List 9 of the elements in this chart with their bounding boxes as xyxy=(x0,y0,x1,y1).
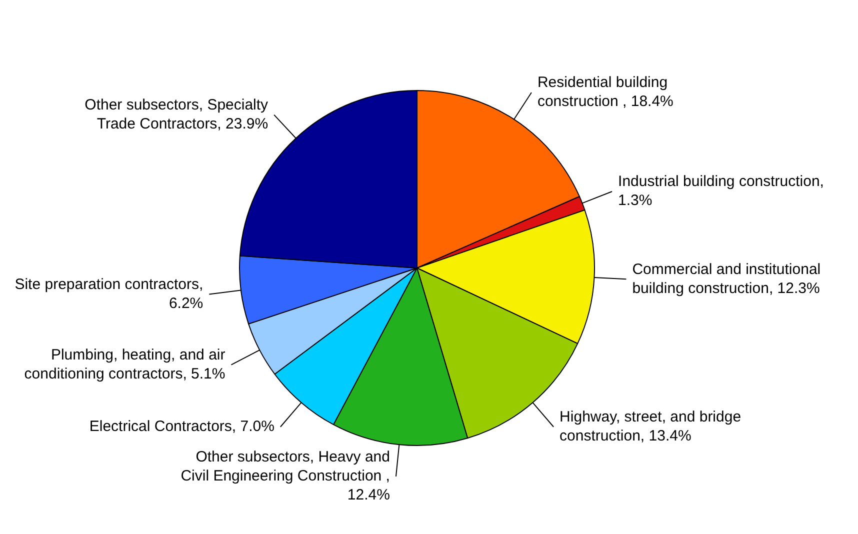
slice-label: Commercial and institutional building construction, 12.3% xyxy=(632,260,821,297)
slice-label: Industrial building construction, 1.3% xyxy=(618,173,824,210)
slice-label: Plumbing, heating, and air conditioning contractors, 5.1% xyxy=(24,346,226,383)
slice-label: Highway, street, and bridge construction, 13.4% xyxy=(560,408,742,445)
slice-label: Other subsectors, Specialty Trade Contractors, 23.9% xyxy=(84,96,269,132)
slice-label: Electrical Contractors, 7.0% xyxy=(89,418,274,436)
slice-label: Site preparation contractors, 6.2% xyxy=(14,276,204,312)
slice-label: Other subsectors, Heavy and Civil Engineering Construction , 12.4% xyxy=(180,448,390,504)
slice-label: Residential building construction , 18.4% xyxy=(537,74,674,110)
